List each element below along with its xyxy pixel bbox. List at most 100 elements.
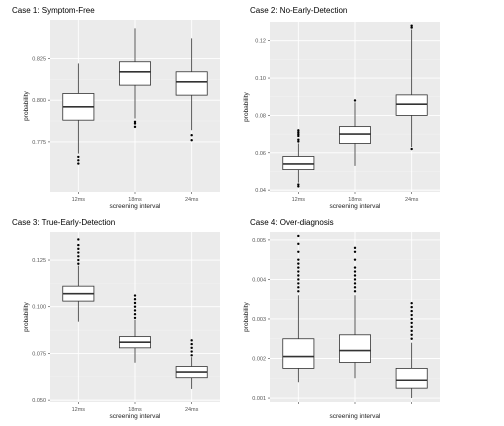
y-axis-label: probability xyxy=(243,91,250,121)
panel-1: Case 1: Symptom-Free 0.775 0.800 0.825 12ms 1… xyxy=(12,6,220,210)
outlier-point xyxy=(133,301,137,305)
outlier-point xyxy=(353,266,357,269)
box-1 xyxy=(62,238,95,322)
box-iqr xyxy=(282,338,315,369)
outlier-point xyxy=(410,24,413,27)
outlier-point xyxy=(297,266,300,269)
outlier-point xyxy=(77,255,80,258)
outlier-point xyxy=(297,234,300,238)
outlier-point xyxy=(297,134,300,138)
outlier-point xyxy=(297,242,300,246)
outlier-point xyxy=(410,329,413,333)
outlier-point xyxy=(297,183,300,186)
outlier-point xyxy=(297,132,300,136)
outlier-point xyxy=(297,185,300,188)
x-axis-label: screening interval xyxy=(110,203,161,210)
x-tick-label: 24ms xyxy=(185,407,199,413)
y-tick-label: 0.08 xyxy=(255,113,266,119)
outlier-point xyxy=(77,155,80,159)
outlier-point xyxy=(133,305,137,308)
panel-2: Case 2: No-Early-Detection 0.04 0.06 0.08 0.… xyxy=(243,6,440,210)
outlier-point xyxy=(353,278,357,281)
y-tick-label: 0.125 xyxy=(32,258,46,264)
panel-4: Case 4: Over-diagnosis 0.001 0.002 0.003 0.0… xyxy=(243,218,440,420)
y-tick-label: 0.775 xyxy=(32,140,46,146)
outlier-point xyxy=(297,278,300,281)
outlier-point xyxy=(353,258,357,261)
outlier-point xyxy=(77,159,80,162)
outlier-point xyxy=(133,298,137,301)
outlier-point xyxy=(190,350,193,353)
y-tick-label: 0.825 xyxy=(32,56,46,62)
y-tick-label: 0.800 xyxy=(32,98,46,104)
box-2 xyxy=(119,294,151,363)
x-tick-label: 18ms xyxy=(128,407,142,413)
x-tick-label: 18ms xyxy=(128,197,142,203)
y-tick-label: 0.12 xyxy=(255,39,266,45)
box-iqr xyxy=(119,61,151,86)
outlier-point xyxy=(297,274,300,277)
box-iqr xyxy=(339,126,371,144)
x-axis-label: screening interval xyxy=(330,413,381,420)
outlier-point xyxy=(133,312,137,316)
y-tick-label: 0.005 xyxy=(252,238,266,244)
y-axis-label: probability xyxy=(243,301,250,331)
outlier-point xyxy=(353,270,357,273)
outlier-point xyxy=(297,250,300,253)
outlier-point xyxy=(297,290,300,293)
x-tick-label: 24ms xyxy=(405,197,419,203)
box-3 xyxy=(175,38,208,142)
outlier-point xyxy=(77,247,80,251)
outlier-point xyxy=(410,305,413,309)
y-tick-label: 0.002 xyxy=(252,357,266,363)
box-3 xyxy=(175,339,208,389)
outlier-point xyxy=(297,129,300,132)
panel-title: Case 2: No-Early-Detection xyxy=(250,6,347,15)
outlier-point xyxy=(133,125,137,129)
x-tick-label: 12ms xyxy=(72,197,86,203)
y-axis-label: probability xyxy=(23,301,30,331)
outlier-point xyxy=(77,258,80,262)
outlier-point xyxy=(297,262,300,265)
x-tick-label: 24ms xyxy=(185,197,199,203)
outlier-point xyxy=(133,120,137,124)
box-2 xyxy=(339,99,371,166)
box-1 xyxy=(62,63,95,165)
outlier-point xyxy=(77,162,80,165)
outlier-point xyxy=(410,26,413,29)
outlier-point xyxy=(410,317,413,321)
outlier-point xyxy=(133,294,137,297)
y-axis-label: probability xyxy=(23,90,30,120)
outlier-point xyxy=(190,354,193,357)
outlier-point xyxy=(133,309,137,312)
x-axis-label: screening interval xyxy=(110,413,161,420)
outlier-point xyxy=(297,140,300,143)
outlier-point xyxy=(410,147,413,151)
panel-3: Case 3: True-Early-Detection 0.050 0.075 0.… xyxy=(12,218,220,420)
x-tick-label: 12ms xyxy=(72,407,86,413)
outlier-point xyxy=(297,258,300,261)
x-tick-label: 18ms xyxy=(348,197,362,203)
y-tick-label: 0.100 xyxy=(32,305,46,311)
y-tick-label: 0.10 xyxy=(255,76,266,82)
box-3 xyxy=(395,301,428,399)
y-tick-label: 0.050 xyxy=(32,398,46,404)
outlier-point xyxy=(190,342,193,346)
outlier-point xyxy=(133,316,137,320)
outlier-point xyxy=(297,286,300,289)
panel-title: Case 3: True-Early-Detection xyxy=(12,218,115,227)
y-tick-label: 0.06 xyxy=(255,151,266,157)
panel-title: Case 1: Symptom-Free xyxy=(12,6,95,15)
box-1 xyxy=(282,234,315,383)
outlier-point xyxy=(353,274,357,277)
outlier-point xyxy=(410,313,413,317)
outlier-point xyxy=(297,270,300,273)
y-tick-label: 0.04 xyxy=(255,188,266,194)
panel-title: Case 4: Over-diagnosis xyxy=(250,218,334,227)
outlier-point xyxy=(353,286,357,289)
outlier-point xyxy=(297,282,300,285)
outlier-point xyxy=(190,339,193,342)
x-axis-label: screening interval xyxy=(330,203,381,210)
y-tick-label: 0.003 xyxy=(252,317,266,323)
